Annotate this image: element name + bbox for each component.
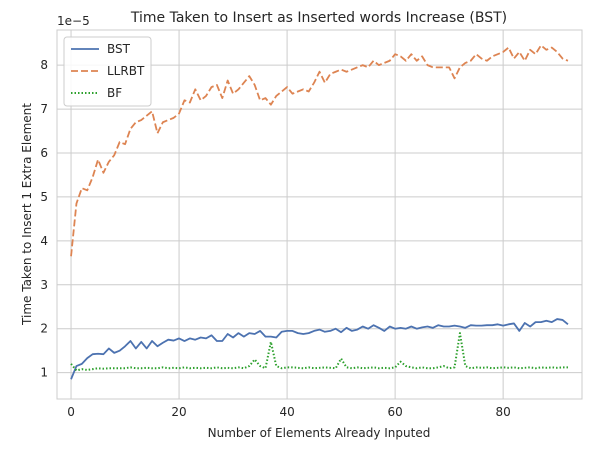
plot-frame — [56, 29, 583, 400]
ticks: 0 20 40 60 80 1 2 3 4 5 6 7 8 — [40, 58, 510, 419]
x-tick-label: 20 — [171, 405, 186, 419]
x-axis-label: Number of Elements Already Inputed — [208, 426, 431, 440]
legend: BST LLRBT BF — [63, 36, 152, 107]
series-line-bf — [70, 332, 568, 372]
y-axis-label: Time Taken to Insert 1 Extra Element — [20, 103, 34, 326]
legend-label-bf: BF — [107, 86, 122, 100]
y-tick-label: 1 — [40, 366, 48, 380]
y-tick-label: 3 — [40, 278, 48, 292]
legend-label-bst: BST — [107, 42, 131, 56]
grid — [57, 30, 582, 399]
y-tick-label: 2 — [40, 322, 48, 336]
x-tick-label: 80 — [496, 405, 511, 419]
x-tick-label: 0 — [67, 405, 75, 419]
series-layer — [70, 44, 569, 380]
y-tick-label: 5 — [40, 190, 48, 204]
x-tick-label: 60 — [387, 405, 402, 419]
chart-title: Time Taken to Insert as Inserted words I… — [130, 10, 507, 26]
series-line-bst — [70, 318, 569, 380]
legend-entries: BST LLRBT BF — [71, 42, 145, 100]
y-tick-label: 4 — [40, 234, 48, 248]
y-tick-label: 6 — [40, 146, 48, 160]
x-tick-label: 40 — [279, 405, 294, 419]
series-line-llrbt — [70, 44, 569, 257]
legend-box — [63, 36, 152, 107]
y-tick-label: 8 — [40, 58, 48, 72]
y-tick-label: 7 — [40, 102, 48, 116]
legend-label-llrbt: LLRBT — [107, 64, 145, 78]
y-offset-label: 1e−5 — [57, 14, 90, 28]
